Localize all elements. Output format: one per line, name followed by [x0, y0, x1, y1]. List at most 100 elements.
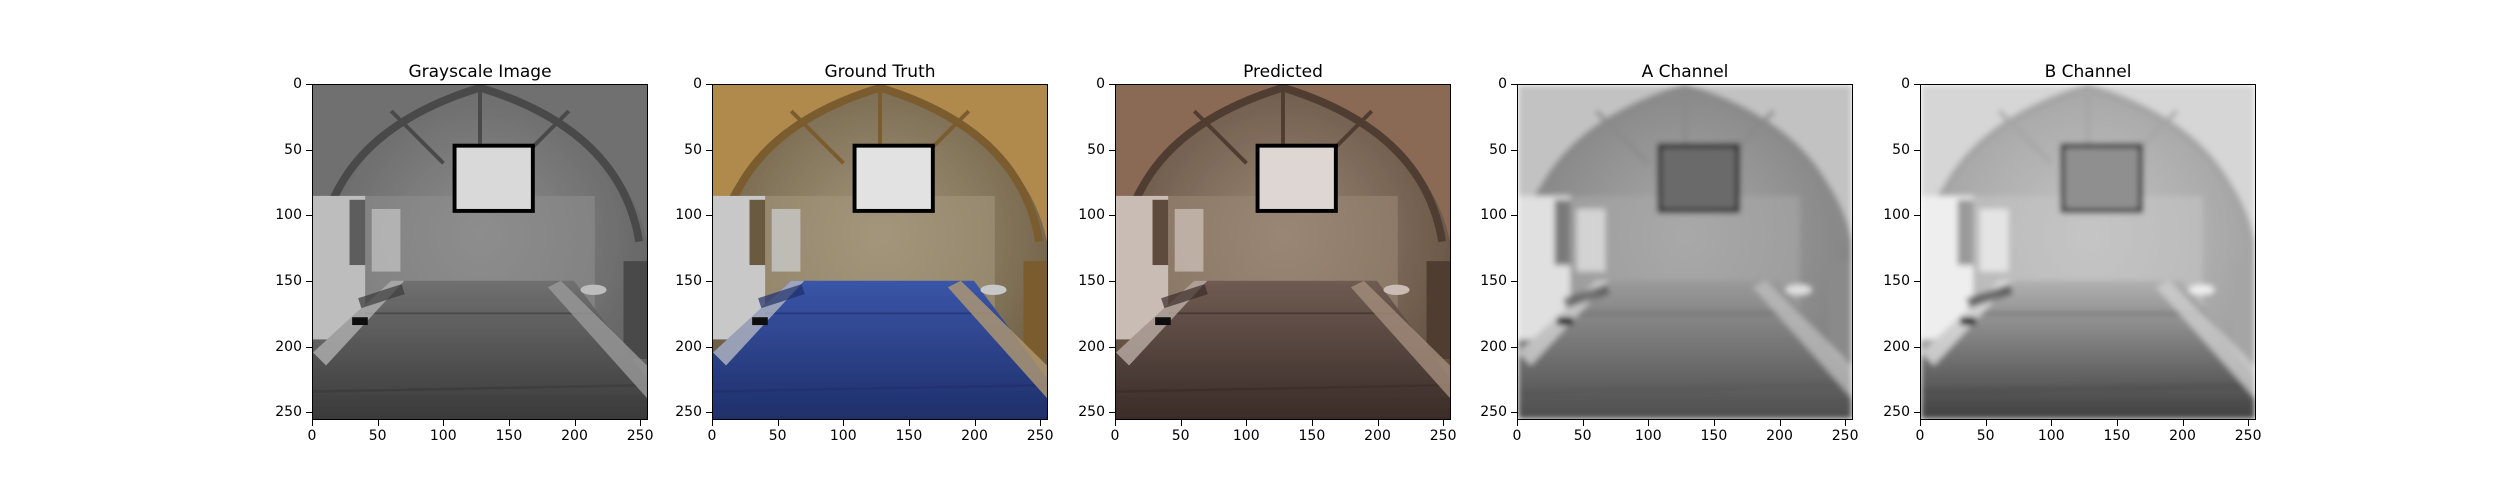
image-axes	[312, 84, 648, 420]
x-tick	[377, 420, 379, 426]
y-tick-label: 0	[1096, 76, 1105, 92]
y-tick	[1511, 149, 1517, 151]
x-tick-label: 0	[307, 428, 317, 444]
y-tick	[1511, 280, 1517, 282]
y-tick-label: 200	[1078, 338, 1105, 355]
x-tick-label: 250	[2234, 428, 2262, 444]
x-tick	[1040, 420, 1042, 426]
x-tick-label: 250	[1429, 428, 1457, 444]
x-tick-label: 150	[1298, 428, 1326, 444]
panel-title: B Channel	[2044, 62, 2132, 82]
panel-image	[1518, 85, 1852, 419]
x-tick	[574, 420, 576, 426]
y-tick	[306, 346, 312, 348]
image-axes	[1517, 84, 1853, 420]
image-axes	[1920, 84, 2256, 420]
x-tick	[2051, 420, 2053, 426]
y-tick	[306, 149, 312, 151]
x-tick	[2248, 420, 2250, 426]
y-tick	[1914, 280, 1920, 282]
y-tick-label: 0	[693, 76, 702, 92]
x-tick-label: 100	[2037, 428, 2065, 444]
x-tick-label: 100	[1232, 428, 1260, 444]
x-tick	[1246, 420, 1248, 426]
y-tick-label: 250	[675, 404, 702, 421]
y-tick	[1914, 412, 1920, 414]
panel-image	[1116, 85, 1450, 419]
x-tick	[908, 420, 910, 426]
y-tick	[306, 412, 312, 414]
y-tick-label: 100	[1883, 207, 1910, 224]
y-tick	[706, 280, 712, 282]
x-tick-label: 200	[961, 428, 988, 444]
y-tick-label: 150	[275, 272, 302, 289]
y-tick-label: 200	[1883, 338, 1910, 355]
x-tick	[2182, 420, 2184, 426]
y-tick	[1109, 412, 1115, 414]
x-tick	[640, 420, 642, 426]
panel-title: Ground Truth	[824, 62, 936, 82]
x-tick-label: 100	[829, 428, 857, 444]
y-tick-label: 150	[1078, 272, 1105, 289]
x-tick	[2116, 420, 2118, 426]
x-tick	[1648, 420, 1650, 426]
x-tick-label: 0	[1915, 428, 1925, 444]
x-tick	[508, 420, 510, 426]
y-tick-label: 100	[275, 207, 302, 224]
y-tick	[706, 84, 712, 85]
x-tick-label: 100	[1634, 428, 1662, 444]
y-tick-label: 200	[275, 338, 302, 355]
y-tick	[1109, 346, 1115, 348]
x-tick	[712, 420, 713, 426]
y-tick-label: 50	[1489, 141, 1507, 158]
x-tick	[1180, 420, 1182, 426]
y-tick-label: 200	[675, 338, 702, 355]
y-tick	[306, 84, 312, 85]
x-tick-label: 200	[561, 428, 588, 444]
x-tick-label: 0	[1512, 428, 1522, 444]
x-tick-label: 150	[1700, 428, 1728, 444]
x-tick	[1985, 420, 1987, 426]
panel-3: Predicted	[1083, 0, 1483, 500]
y-tick-label: 50	[684, 141, 702, 158]
panel-4: A Channel	[1485, 0, 1885, 500]
y-tick	[1511, 215, 1517, 217]
panel-image	[713, 85, 1047, 419]
x-tick-label: 250	[1026, 428, 1054, 444]
y-tick-label: 50	[1087, 141, 1105, 158]
x-tick-label: 200	[1766, 428, 1793, 444]
y-tick	[1511, 412, 1517, 414]
y-tick	[1511, 346, 1517, 348]
x-tick-label: 50	[368, 428, 387, 444]
y-tick-label: 250	[1480, 404, 1507, 421]
y-tick-label: 50	[284, 141, 302, 158]
x-tick-label: 200	[1364, 428, 1391, 444]
y-tick	[306, 215, 312, 217]
y-tick-label: 200	[1480, 338, 1507, 355]
x-tick	[1845, 420, 1847, 426]
x-tick-label: 0	[707, 428, 717, 444]
x-tick	[777, 420, 779, 426]
panel-image	[1921, 85, 2255, 419]
y-tick	[1511, 84, 1517, 85]
y-tick	[706, 149, 712, 151]
x-tick	[443, 420, 445, 426]
y-tick	[706, 346, 712, 348]
panel-title: Grayscale Image	[408, 62, 552, 82]
y-tick	[1914, 149, 1920, 151]
x-tick	[1920, 420, 1921, 426]
y-tick-label: 150	[675, 272, 702, 289]
image-axes	[1115, 84, 1451, 420]
x-tick-label: 250	[626, 428, 654, 444]
y-tick-label: 100	[1480, 207, 1507, 224]
x-tick	[1517, 420, 1518, 426]
x-tick-label: 150	[895, 428, 923, 444]
image-axes	[712, 84, 1048, 420]
x-tick	[1377, 420, 1379, 426]
y-tick	[1109, 84, 1115, 85]
x-tick	[312, 420, 313, 426]
y-tick-label: 250	[275, 404, 302, 421]
y-tick-label: 150	[1883, 272, 1910, 289]
x-tick-label: 50	[1573, 428, 1592, 444]
